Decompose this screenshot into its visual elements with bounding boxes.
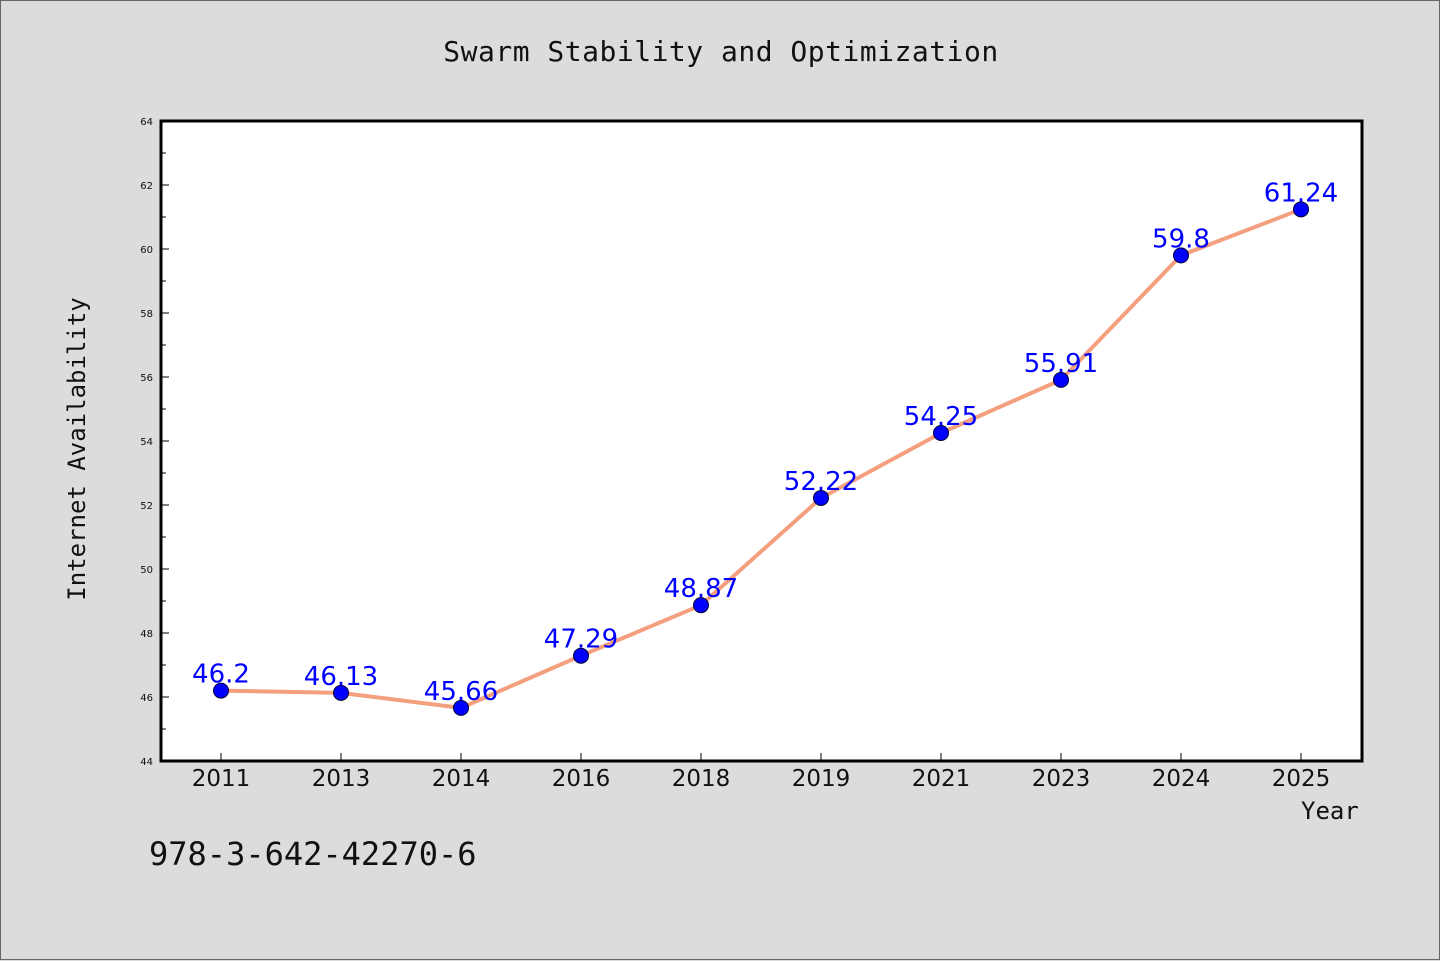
x-tick-label: 2014 <box>432 766 491 792</box>
y-tick-label: 48 <box>140 629 153 640</box>
series-1 <box>213 201 1309 716</box>
y-tick-label: 54 <box>140 437 153 448</box>
data-point <box>1293 201 1309 218</box>
x-tick-label: 2025 <box>1272 766 1331 792</box>
data-point <box>693 597 709 614</box>
data-point <box>333 684 349 701</box>
x-axis: 2011 2013 2014 2016 2018 2019 2021 2023 2024 2025 <box>192 753 1331 792</box>
data-label: 55.91 <box>1024 349 1098 379</box>
x-tick-label: 2011 <box>192 766 251 792</box>
data-label: 46.13 <box>304 662 378 692</box>
x-tick-label: 2018 <box>672 766 731 792</box>
data-labels: 46.2 46.13 45.66 47.29 48.87 52.22 54.25 55.91 5… <box>192 178 1338 707</box>
data-label: 54.25 <box>904 402 978 432</box>
y-tick-label: 60 <box>140 245 153 256</box>
data-label: 61.24 <box>1264 178 1338 208</box>
data-label: 52.22 <box>784 467 858 497</box>
x-axis-label: Year <box>1301 797 1359 825</box>
chart-title: Swarm Stability and Optimization <box>443 35 999 68</box>
x-tick-label: 2024 <box>1152 766 1211 792</box>
y-tick-label: 58 <box>140 309 153 320</box>
data-label: 45.66 <box>424 677 498 707</box>
y-tick-label: 46 <box>140 693 153 704</box>
x-tick-label: 2016 <box>552 766 611 792</box>
data-point <box>1053 371 1069 388</box>
plot-area <box>159 119 1364 763</box>
series-line <box>219 207 1303 710</box>
data-point <box>933 425 949 441</box>
data-point <box>813 489 829 506</box>
y-tick-label: 50 <box>140 565 153 576</box>
data-label: 48.87 <box>664 574 738 604</box>
y-tick-label: 52 <box>140 501 153 512</box>
isbn-annotation: 978-3-642-42270-6 <box>149 835 477 873</box>
data-label: 47.29 <box>544 625 618 655</box>
data-point <box>573 647 589 664</box>
data-point <box>453 699 469 716</box>
data-label: 46.2 <box>192 660 250 690</box>
y-tick-label: 64 <box>140 117 153 128</box>
y-tick-label: 62 <box>140 181 153 192</box>
data-point <box>1173 247 1189 264</box>
x-tick-label: 2021 <box>912 766 971 792</box>
x-tick-label: 2013 <box>312 766 371 792</box>
y-tick-label: 56 <box>140 373 153 384</box>
x-tick-label: 2019 <box>792 766 851 792</box>
data-point <box>213 682 229 699</box>
y-tick-label: 44 <box>140 757 153 768</box>
data-label: 59.8 <box>1152 224 1210 254</box>
y-axis: 44 46 48 50 52 54 56 58 60 62 64 <box>140 117 169 768</box>
x-tick-label: 2023 <box>1032 766 1091 792</box>
